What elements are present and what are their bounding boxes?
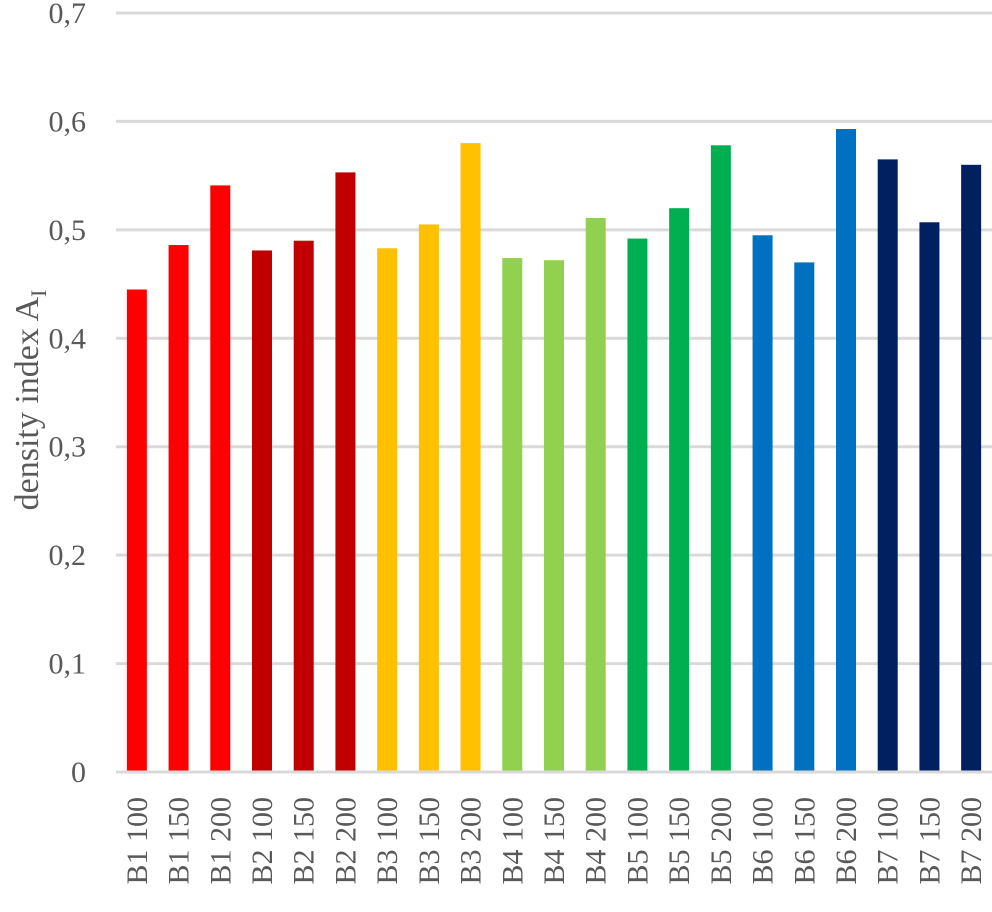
y-tick-label: 0,2 xyxy=(49,539,87,572)
x-tick-label: B4 200 xyxy=(580,797,613,885)
y-tick-label: 0,3 xyxy=(49,431,87,464)
x-axis-tick-labels: B1 100 B1 150 B1 200 B2 100 B2 150 B2 200 B3 1… xyxy=(121,797,988,885)
bar xyxy=(502,258,523,772)
bar xyxy=(961,164,982,773)
y-tick-label: 0,4 xyxy=(49,322,87,355)
bar xyxy=(627,238,648,772)
bar xyxy=(335,172,356,772)
x-tick-label: B4 100 xyxy=(496,797,529,885)
x-tick-label: B5 100 xyxy=(621,797,654,885)
x-tick-label: B5 150 xyxy=(663,797,696,885)
bar xyxy=(710,145,731,773)
bar xyxy=(418,224,439,772)
x-tick-label: B3 200 xyxy=(455,797,488,885)
y-axis-title-subscript: I xyxy=(26,290,51,297)
x-tick-label: B6 100 xyxy=(747,797,780,885)
bar xyxy=(210,185,231,772)
x-tick-label: B6 200 xyxy=(830,797,863,885)
x-tick-label: B1 100 xyxy=(121,797,154,885)
bar xyxy=(377,248,398,773)
x-tick-label: B3 100 xyxy=(371,797,404,885)
x-tick-label: B6 150 xyxy=(788,797,821,885)
x-tick-label: B2 100 xyxy=(246,797,279,885)
x-tick-label: B1 200 xyxy=(204,797,237,885)
x-tick-label: B2 150 xyxy=(288,797,321,885)
bar xyxy=(460,143,481,773)
bar xyxy=(293,240,314,772)
bar xyxy=(752,235,773,772)
x-tick-label: B7 150 xyxy=(913,797,946,885)
bar xyxy=(919,222,940,772)
bar xyxy=(585,217,606,772)
bars xyxy=(126,129,982,773)
x-tick-label: B7 200 xyxy=(955,797,988,885)
y-axis-title-main: density index A xyxy=(9,297,46,511)
x-tick-label: B3 150 xyxy=(413,797,446,885)
y-tick-label: 0,1 xyxy=(49,648,87,681)
bar xyxy=(794,262,815,772)
x-tick-label: B4 150 xyxy=(538,797,571,885)
bar xyxy=(168,245,189,773)
y-axis-title: density index AI xyxy=(9,290,51,511)
bar xyxy=(126,289,147,772)
y-axis-tick-labels: 0 0,1 0,2 0,3 0,4 0,5 0,6 0,7 xyxy=(49,0,87,789)
bar xyxy=(669,208,690,772)
x-tick-label: B7 100 xyxy=(872,797,905,885)
y-tick-label: 0,5 xyxy=(49,214,87,247)
y-tick-label: 0,7 xyxy=(49,0,87,30)
x-tick-label: B1 150 xyxy=(163,797,196,885)
x-tick-label: B2 200 xyxy=(329,797,362,885)
y-tick-label: 0,6 xyxy=(49,105,87,138)
bar xyxy=(544,260,564,772)
bar xyxy=(252,250,272,773)
bar xyxy=(877,159,898,773)
bar xyxy=(836,129,856,773)
x-tick-label: B5 200 xyxy=(705,797,738,885)
y-tick-label: 0 xyxy=(71,756,86,789)
